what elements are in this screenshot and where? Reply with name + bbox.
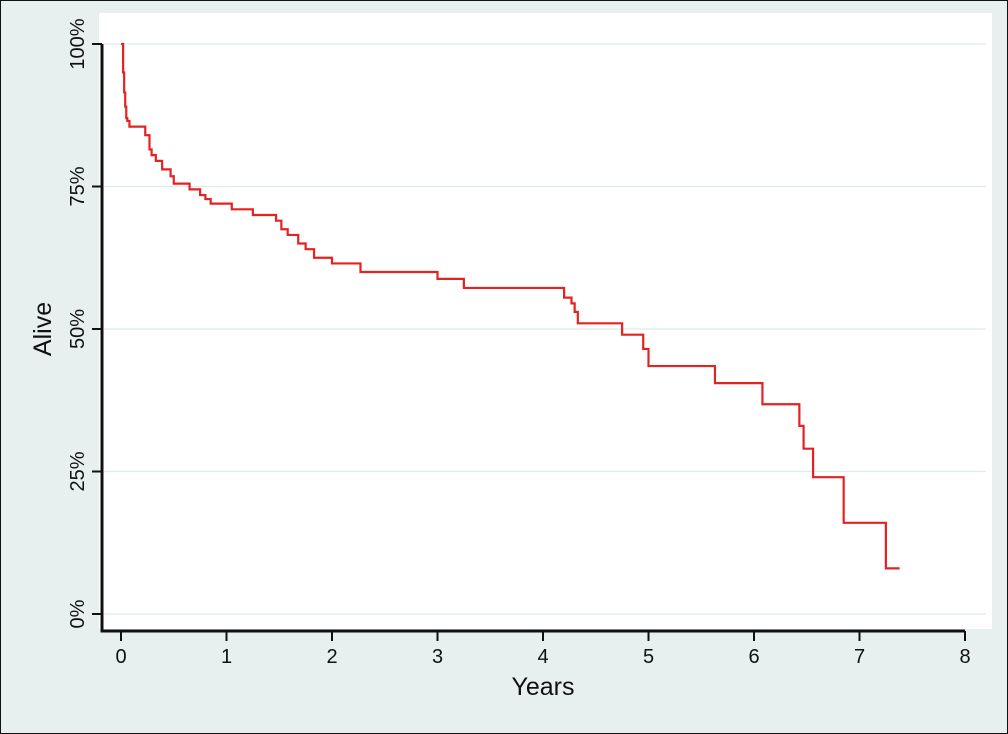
x-tick-label: 8 bbox=[959, 646, 970, 668]
x-tick-label: 5 bbox=[643, 646, 654, 668]
x-tick-label: 4 bbox=[537, 646, 548, 668]
y-tick-label: 0% bbox=[67, 599, 89, 628]
series-layer bbox=[120, 42, 900, 570]
x-axis-title: Years bbox=[511, 673, 574, 701]
x-tick-label: 1 bbox=[221, 646, 232, 668]
x-tick-label: 3 bbox=[432, 646, 443, 668]
y-tick-label: 100% bbox=[67, 18, 89, 69]
x-ticks: 0 1 2 3 4 5 6 7 8 bbox=[115, 631, 971, 668]
y-tick-label: 75% bbox=[67, 166, 89, 206]
x-tick-label: 6 bbox=[748, 646, 759, 668]
y-axis-title: Alive bbox=[29, 302, 57, 356]
x-tick-label: 7 bbox=[854, 646, 865, 668]
y-ticks: 0% 25% 50% 75% 100% bbox=[67, 18, 102, 628]
y-tick-label: 50% bbox=[67, 309, 89, 349]
x-tick-label: 2 bbox=[326, 646, 337, 668]
survival-curve bbox=[121, 42, 900, 570]
plot-area bbox=[99, 13, 992, 629]
y-tick-label: 25% bbox=[67, 451, 89, 491]
gridlines bbox=[104, 43, 986, 615]
x-tick-label: 0 bbox=[115, 646, 126, 668]
